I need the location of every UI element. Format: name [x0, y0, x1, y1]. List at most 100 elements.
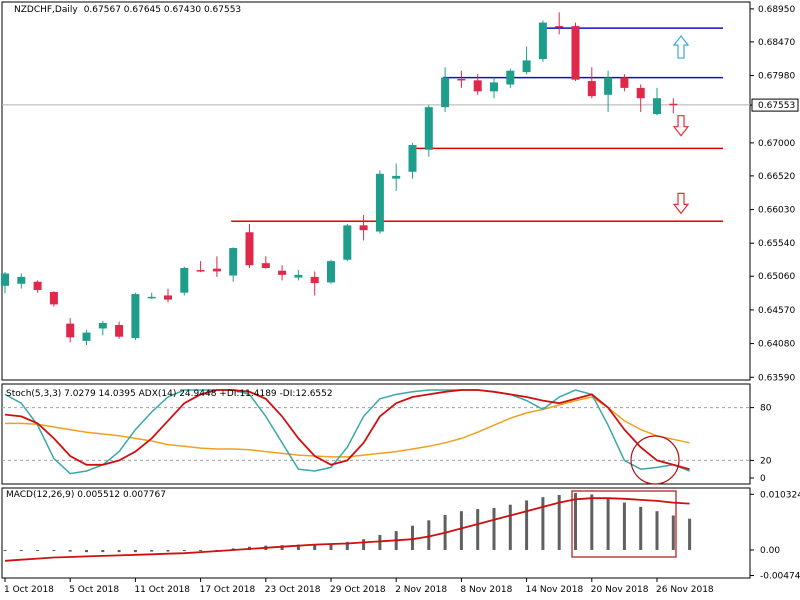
macd-histogram-bar: [345, 541, 349, 550]
candle-body: [245, 232, 254, 266]
candle-body: [196, 270, 205, 272]
macd-histogram-bar: [476, 509, 480, 550]
candle-body: [587, 81, 596, 97]
macd-histogram-bar: [606, 498, 610, 550]
macd-histogram-bar: [52, 549, 56, 552]
price-panel-title: NZDCHF,Daily 0.67567 0.67645 0.67430 0.67…: [14, 5, 241, 15]
candle-body: [343, 225, 352, 260]
candle-body: [310, 276, 319, 284]
candle-body: [473, 80, 482, 92]
candle-body: [457, 78, 466, 81]
stochastic-panel-title: Stoch(5,3,3) 7.0279 14.0395 ADX(14) 24.9…: [6, 389, 333, 399]
candle-body: [392, 175, 401, 179]
candle-body: [1, 273, 9, 286]
price-tick-label: 0.68470: [758, 38, 795, 48]
candle-body: [408, 144, 417, 172]
macd-histogram-bar: [19, 549, 23, 552]
candle-body: [147, 296, 156, 299]
candle-body: [327, 261, 335, 283]
adx-line: [5, 396, 690, 458]
macd-histogram-bar: [117, 549, 121, 553]
candle-body: [33, 281, 42, 290]
macd-histogram-bar: [639, 506, 643, 550]
macd-histogram-bar: [362, 539, 366, 550]
macd-histogram-bar: [313, 544, 317, 550]
arrow-down-icon: [672, 115, 690, 137]
price-panel[interactable]: [1, 12, 750, 345]
symbol-label: NZDCHF,Daily: [14, 5, 78, 15]
candle-body: [212, 268, 221, 272]
macd-histogram-bar: [68, 549, 72, 552]
date-tick-label: 26 Nov 2018: [656, 585, 714, 595]
candle-body: [278, 270, 287, 275]
highlight-circle: [630, 435, 680, 485]
date-tick-label: 14 Nov 2018: [526, 585, 584, 595]
price-tick-label: 0.65060: [758, 272, 795, 282]
macd-histogram-bar: [85, 549, 88, 553]
candle-body: [506, 70, 515, 85]
candle-body: [620, 77, 629, 88]
candle-body: [66, 323, 75, 338]
candle-body: [636, 87, 645, 99]
price-tick-label: 0.64570: [758, 306, 795, 316]
macd-histogram-bar: [329, 544, 333, 550]
price-tick-label: 0.65540: [758, 239, 795, 249]
macd-panel-frame: [1, 487, 751, 579]
candle-body: [17, 276, 26, 284]
price-tick-label: 0.63590: [758, 373, 795, 383]
candle-body: [424, 107, 433, 150]
date-tick-label: 20 Nov 2018: [591, 585, 649, 595]
macd-tick-label: -0.004742: [760, 572, 800, 582]
candle-body: [669, 103, 678, 106]
arrow-up-icon: [672, 35, 690, 59]
price-tick-label: 0.68950: [758, 5, 795, 15]
candle-body: [131, 294, 140, 339]
macd-histogram-bar: [199, 549, 203, 551]
candle-body: [653, 98, 661, 115]
macd-histogram-bar: [671, 515, 675, 550]
date-tick-label: 29 Oct 2018: [330, 585, 386, 595]
date-tick-label: 23 Oct 2018: [265, 585, 321, 595]
highlight-rectangle: [571, 490, 677, 558]
macd-histogram-bar: [557, 495, 561, 550]
macd-histogram-bar: [101, 549, 105, 553]
macd-histogram-bar: [182, 549, 186, 552]
macd-panel[interactable]: [3, 490, 692, 562]
ohlc-label: 0.67567 0.67645 0.67430 0.67553: [84, 5, 241, 15]
macd-histogram-bar: [166, 549, 170, 552]
date-tick-label: 1 Oct 2018: [4, 585, 54, 595]
candle-body: [571, 26, 580, 80]
macd-histogram-bar: [574, 492, 577, 550]
candle-body: [604, 77, 613, 95]
macd-histogram-bar: [541, 497, 545, 550]
stochastic-panel[interactable]: [2, 389, 750, 485]
price-tick-label: 0.67553: [758, 101, 795, 111]
macd-histogram-bar: [492, 507, 496, 550]
price-tick-label: 0.67980: [758, 72, 795, 82]
candle-body: [164, 295, 172, 300]
candle-body: [555, 26, 564, 28]
arrow-down-icon: [672, 192, 690, 215]
macd-histogram-bar: [133, 549, 137, 553]
candle-body: [294, 274, 303, 278]
date-tick-label: 2 Nov 2018: [395, 585, 447, 595]
date-tick-label: 17 Oct 2018: [200, 585, 256, 595]
macd-histogram-bar: [688, 518, 692, 550]
current-price-box: [751, 98, 799, 112]
macd-histogram-bar: [296, 544, 300, 550]
stoch-tick-label: 80: [760, 404, 772, 414]
stoch-main-line: [4, 389, 690, 475]
date-tick-label: 5 Oct 2018: [69, 585, 119, 595]
axes: 0.68950 0.68470 0.67980 0.67553 0.67000 0.665…: [4, 5, 800, 595]
price-tick-label: 0.64080: [758, 340, 795, 350]
candle-body: [49, 292, 58, 305]
candle-body: [538, 22, 547, 60]
macd-histogram-bar: [36, 549, 40, 552]
macd-histogram-bar: [411, 525, 414, 550]
date-tick-label: 8 Nov 2018: [460, 585, 512, 595]
candle-body: [522, 60, 531, 73]
stoch-tick-label: 20: [760, 456, 772, 466]
date-tick-label: 11 Oct 2018: [134, 585, 190, 595]
